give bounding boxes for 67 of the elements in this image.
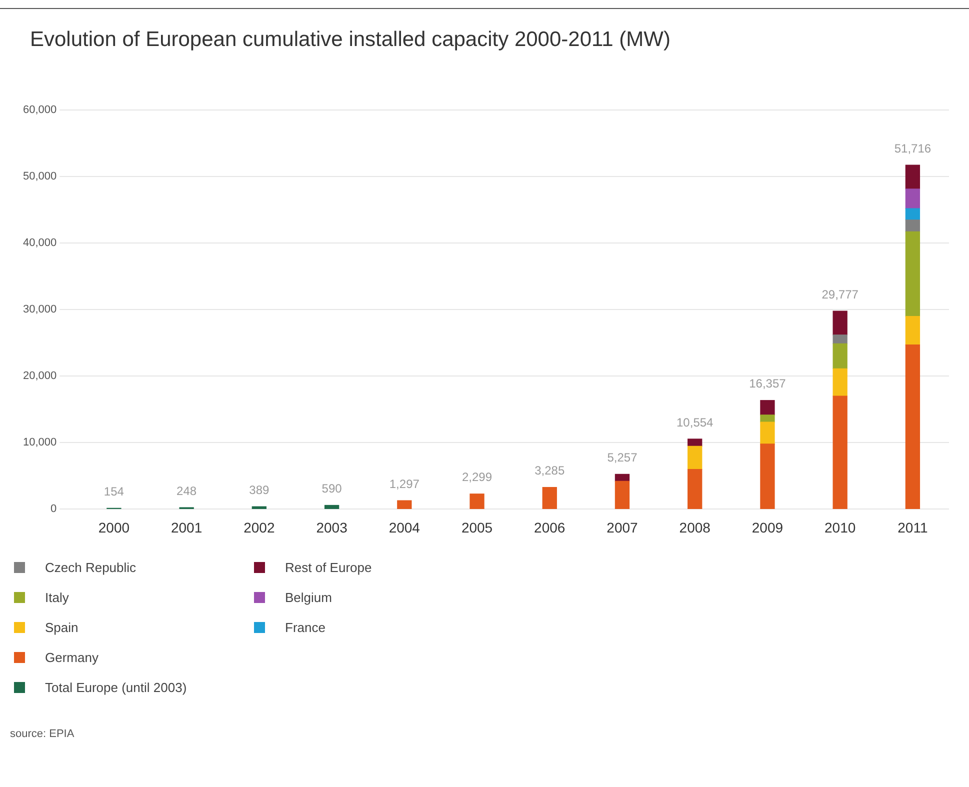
total-label: 5,257: [607, 450, 638, 465]
bar: [688, 446, 702, 470]
bar: [905, 344, 920, 510]
chart-title: Evolution of European cumulative installed capacity 2000-2011 (MW): [30, 28, 670, 52]
total-label: 1,297: [389, 476, 420, 491]
x-tick-label: 2007: [606, 519, 638, 536]
bar: [832, 396, 848, 510]
legend-label: Germany: [45, 650, 98, 664]
y-tick-label: 40,000: [22, 237, 57, 250]
bar: [832, 343, 848, 370]
total-label: 16,357: [749, 376, 786, 391]
bar: [760, 400, 775, 416]
bar: [252, 506, 267, 510]
x-tick-label: 2008: [679, 519, 711, 536]
bar: [905, 231, 920, 317]
total-label: 10,554: [676, 415, 714, 430]
bar: [905, 208, 920, 220]
bar: [905, 188, 920, 209]
total-label: 389: [249, 482, 270, 497]
y-tick-label: 20,000: [22, 370, 57, 382]
source-note: source: EPIA: [10, 728, 74, 740]
legend-label: Belgium: [285, 590, 332, 604]
total-label: 51,716: [894, 141, 932, 156]
x-tick-label: 2011: [898, 519, 928, 536]
x-tick-label: 2010: [824, 519, 856, 536]
x-tick-label: 2000: [98, 519, 130, 536]
total-label: 29,777: [822, 287, 859, 302]
bar: [470, 494, 484, 510]
total-label: 154: [104, 484, 124, 498]
legend-label: Spain: [45, 620, 78, 634]
bar: [688, 468, 702, 510]
bar: [614, 480, 630, 510]
total-label: 248: [176, 484, 197, 498]
x-tick-label: 2001: [170, 519, 202, 536]
total-label: 2,299: [462, 470, 492, 484]
x-tick-label: 2003: [316, 519, 348, 536]
y-tick-label: 30,000: [22, 304, 57, 316]
y-tick-label: 60,000: [22, 104, 57, 116]
y-tick-label: 10,000: [22, 436, 57, 449]
bar: [760, 444, 775, 510]
legend-label: Czech Republic: [45, 560, 136, 574]
bar: [905, 316, 920, 346]
bar: [760, 422, 775, 444]
bar: [688, 438, 702, 447]
legend-label: Total Europe (until 2003): [45, 680, 187, 694]
y-tick-label: 0: [50, 503, 57, 516]
legend-label: Rest of Europe: [285, 560, 372, 574]
total-label: 3,285: [534, 464, 565, 478]
bar: [397, 500, 412, 510]
legend-label: France: [285, 620, 326, 634]
bar: [760, 414, 775, 422]
bar: [832, 310, 848, 336]
bar: [905, 164, 920, 190]
legend-label: Italy: [45, 590, 69, 604]
bar: [832, 368, 848, 396]
bar: [542, 487, 557, 510]
x-tick-label: 2009: [752, 519, 784, 536]
x-tick-label: 2004: [388, 519, 420, 536]
x-tick-label: 2002: [244, 519, 275, 536]
bar: [324, 504, 340, 510]
bar: [905, 220, 920, 232]
total-label: 590: [322, 482, 342, 496]
y-tick-label: 50,000: [22, 170, 57, 183]
x-tick-label: 2006: [534, 519, 566, 536]
bar: [614, 474, 630, 482]
bar: [832, 334, 848, 344]
x-tick-label: 2005: [461, 519, 493, 536]
